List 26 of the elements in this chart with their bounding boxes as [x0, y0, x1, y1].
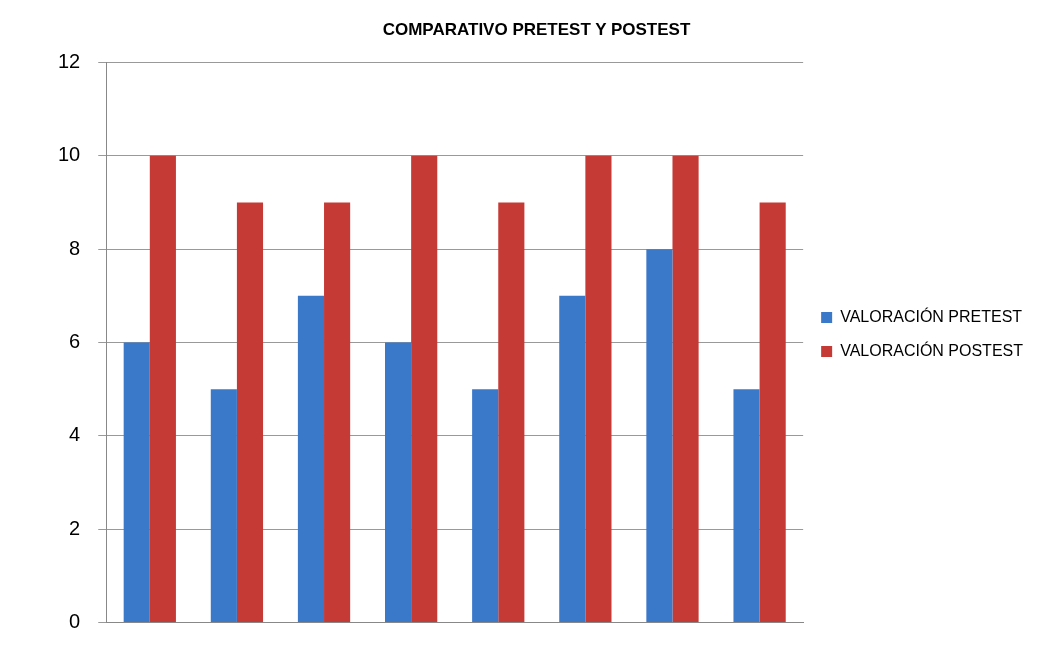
bar: [472, 389, 499, 623]
y-tick-label: 8: [69, 236, 81, 259]
chart-title: COMPARATIVO PRETEST Y POSTEST: [382, 19, 691, 39]
bar: [585, 155, 612, 623]
bar: [324, 202, 351, 623]
legend-label: VALORACIÓN POSTEST: [840, 340, 1024, 359]
y-tick-label: 2: [69, 516, 81, 539]
bar: [149, 155, 176, 623]
bar: [498, 202, 525, 623]
bar: [646, 249, 673, 623]
y-tick-label: 12: [58, 49, 81, 72]
bar: [236, 202, 264, 623]
bar: [297, 295, 325, 623]
bar: [559, 295, 586, 623]
bar: [733, 389, 760, 623]
bar: [123, 342, 150, 623]
y-tick-label: 0: [69, 610, 81, 633]
bar: [672, 155, 699, 623]
bar: [210, 389, 237, 623]
bar: [385, 342, 412, 623]
bar: [759, 202, 786, 623]
bar: [411, 155, 438, 623]
y-tick-label: 4: [69, 423, 81, 446]
legend-label: VALORACIÓN PRETEST: [840, 306, 1023, 325]
y-tick-label: 6: [69, 330, 81, 353]
y-tick-label: 10: [58, 143, 81, 166]
